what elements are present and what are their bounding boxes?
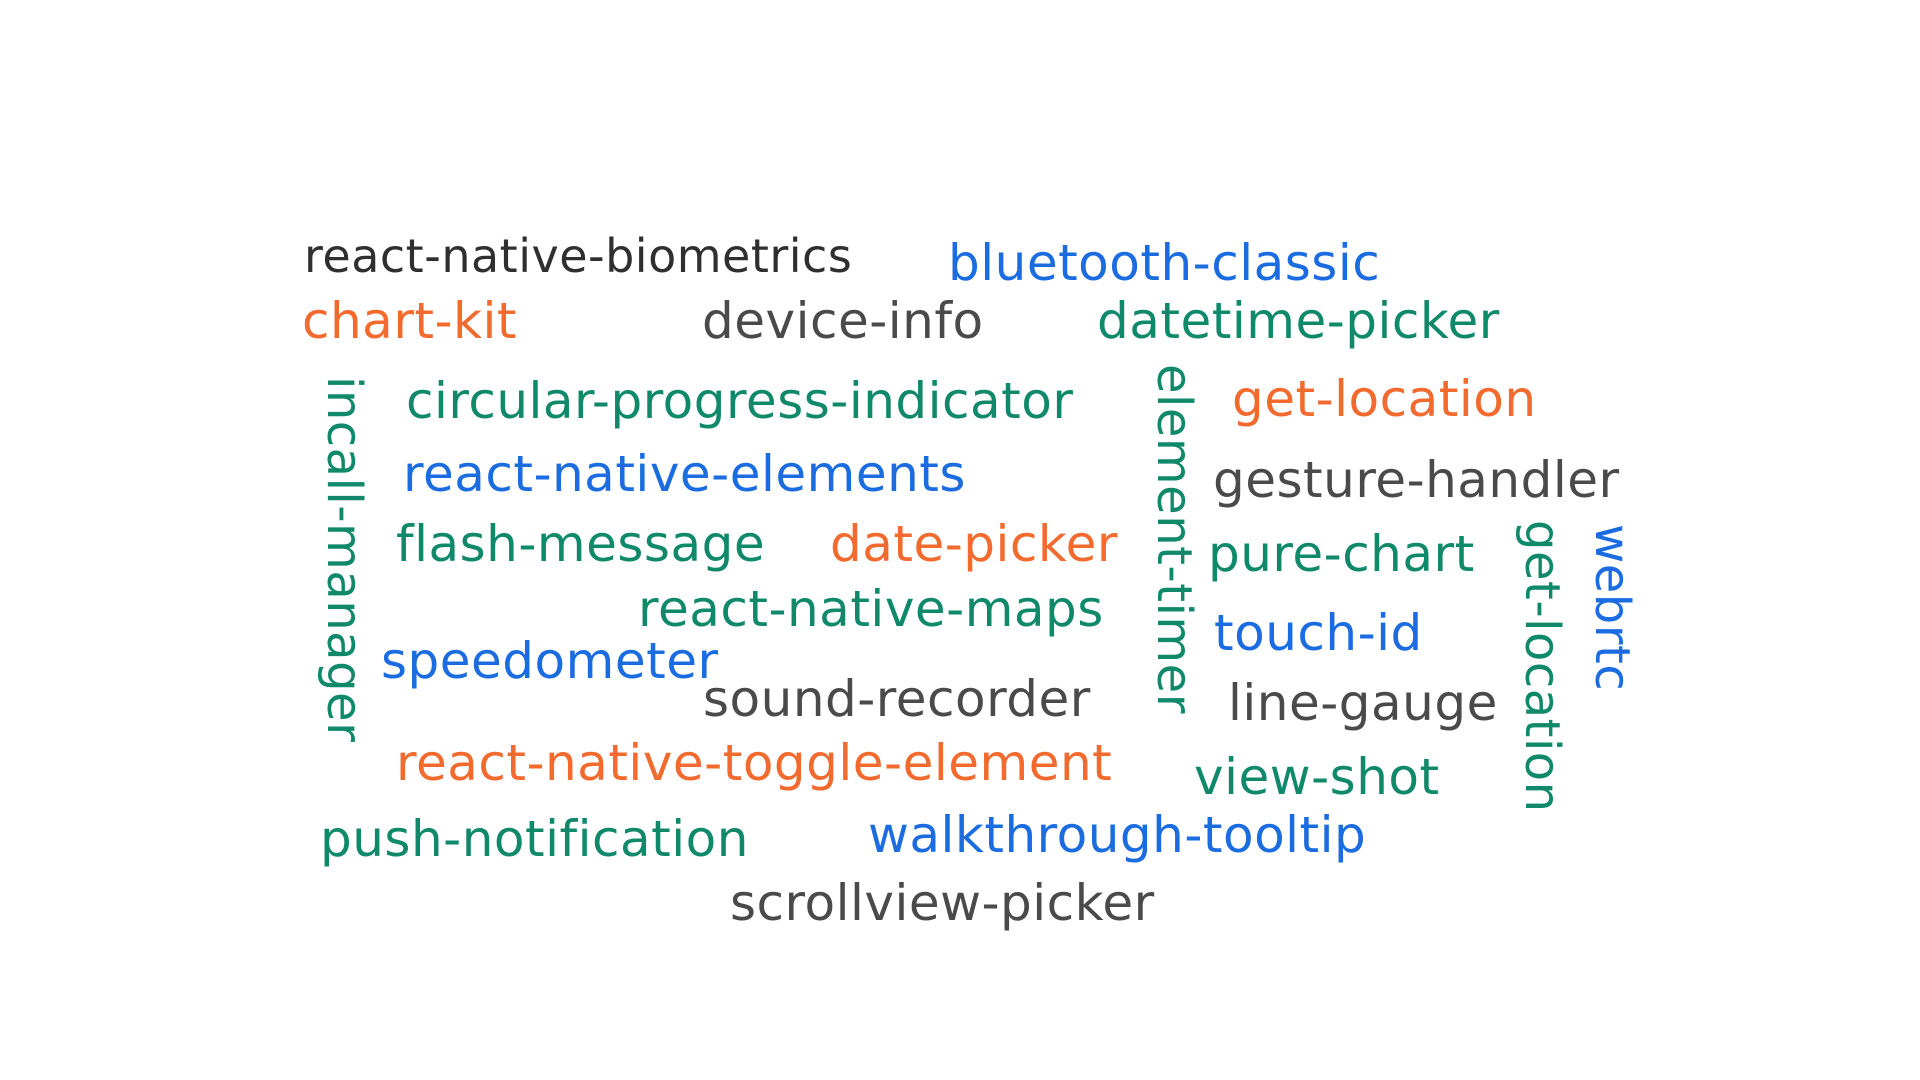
word-flash-message: flash-message [396, 515, 766, 573]
word-gesture-handler: gesture-handler [1213, 451, 1620, 509]
word-date-picker: date-picker [830, 515, 1118, 573]
word-webrtc: webrtc [1584, 524, 1640, 692]
word-push-notification: push-notification [320, 810, 749, 868]
word-sound-recorder: sound-recorder [703, 670, 1091, 728]
word-view-shot: view-shot [1194, 748, 1440, 806]
word-circular-progress-indicator: circular-progress-indicator [406, 372, 1074, 430]
word-touch-id: touch-id [1214, 604, 1423, 662]
word-incall-manager: incall-manager [316, 376, 372, 743]
word-get-location: get-location [1232, 370, 1537, 428]
word-speedometer: speedometer [381, 632, 719, 690]
word-scrollview-picker: scrollview-picker [730, 874, 1155, 932]
word-element-timer: element-timer [1146, 364, 1202, 714]
word-react-native-maps: react-native-maps [638, 580, 1104, 638]
word-react-native-toggle-element: react-native-toggle-element [396, 734, 1113, 792]
word-react-native-biometrics: react-native-biometrics [304, 229, 853, 283]
word-line-gauge: line-gauge [1228, 674, 1498, 732]
word-get-location-vertical: get-location [1514, 520, 1570, 813]
word-react-native-elements: react-native-elements [403, 445, 966, 503]
word-walkthrough-tooltip: walkthrough-tooltip [868, 806, 1367, 864]
word-chart-kit: chart-kit [302, 292, 517, 350]
word-datetime-picker: datetime-picker [1097, 292, 1500, 350]
word-device-info: device-info [702, 292, 984, 350]
word-bluetooth-classic: bluetooth-classic [948, 234, 1381, 292]
word-pure-chart: pure-chart [1208, 525, 1475, 583]
